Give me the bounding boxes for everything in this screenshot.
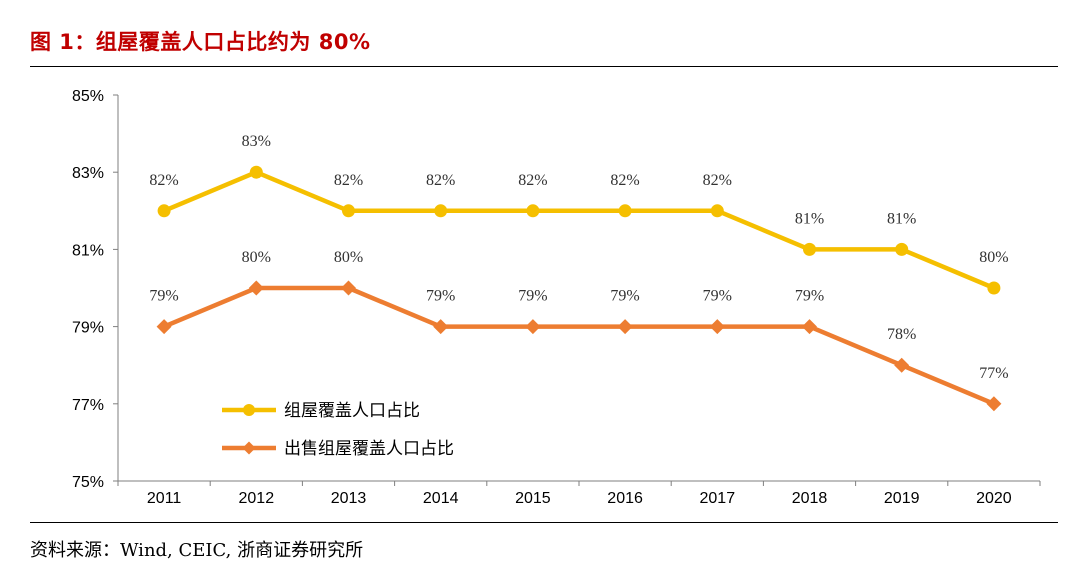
source-note: 资料来源：Wind, CEIC, 浙商证券研究所 <box>30 540 364 561</box>
series-2-point <box>986 396 1002 412</box>
series-1-data-label: 82% <box>149 172 178 189</box>
legend-label-2: 出售组屋覆盖人口占比 <box>284 439 454 459</box>
series-1-data-label: 83% <box>242 133 271 150</box>
series-2-point <box>341 280 356 296</box>
series-2-point <box>802 319 817 335</box>
legend-marker-2 <box>242 441 256 455</box>
y-tick-label: 85% <box>72 88 104 105</box>
series-1-data-label: 82% <box>426 172 455 189</box>
x-tick-label: 2013 <box>331 490 367 507</box>
x-tick-label: 2018 <box>792 490 828 507</box>
x-tick-label: 2016 <box>607 490 643 507</box>
legend-marker-1 <box>243 404 255 416</box>
series-2-point <box>709 319 725 335</box>
x-tick-label: 2012 <box>239 490 275 507</box>
y-tick-label: 75% <box>72 474 104 491</box>
series-1-point <box>618 204 632 218</box>
series-line-1 <box>161 169 997 291</box>
series-2-data-label: 77% <box>979 365 1008 382</box>
x-tick-label: 2011 <box>147 490 182 507</box>
series-2-data-label: 79% <box>703 288 732 305</box>
series-1-point <box>895 242 909 256</box>
series-2-data-label: 79% <box>426 288 455 305</box>
series-2-point <box>617 319 633 335</box>
bottom-rule <box>30 522 1058 523</box>
series-1-data-label: 81% <box>887 210 916 227</box>
x-tick-label: 2019 <box>884 490 920 507</box>
top-rule <box>30 66 1058 67</box>
series-2-data-label: 78% <box>887 326 916 343</box>
x-tick-label: 2014 <box>423 490 459 507</box>
series-line-2 <box>161 285 997 407</box>
y-tick-label: 77% <box>72 397 104 414</box>
series-2-point <box>525 319 541 335</box>
x-tick-label: 2020 <box>976 490 1012 507</box>
series-1-point <box>526 204 540 218</box>
y-tick-label: 81% <box>72 242 104 259</box>
series-2-data-label: 79% <box>610 288 639 305</box>
x-tick-label: 2015 <box>515 490 551 507</box>
x-tick-label: 2017 <box>700 490 736 507</box>
y-tick-label: 83% <box>72 165 104 182</box>
legend-label-1: 组屋覆盖人口占比 <box>284 401 420 421</box>
series-1-point <box>157 204 171 218</box>
series-2-point <box>248 280 264 296</box>
series-2-data-label: 79% <box>149 288 178 305</box>
figure-title: 图 1：组屋覆盖人口占比约为 80% <box>30 30 371 54</box>
series-2-data-label: 79% <box>795 288 824 305</box>
series-1-data-label: 82% <box>610 172 639 189</box>
series-2-data-label: 80% <box>242 249 271 266</box>
series-2-data-label: 80% <box>334 249 363 266</box>
series-1-data-label: 80% <box>979 249 1008 266</box>
series-1-point <box>987 281 1001 295</box>
series-1-data-label: 82% <box>334 172 363 189</box>
series-1-point <box>803 242 816 256</box>
series-1-point <box>434 204 448 218</box>
series-1-point <box>249 165 263 179</box>
y-tick-label: 79% <box>72 320 104 337</box>
series-2-point <box>433 319 449 335</box>
series-1-point <box>710 204 724 218</box>
series-1-data-label: 82% <box>703 172 732 189</box>
series-1-point <box>342 204 355 218</box>
series-2-data-label: 79% <box>518 288 547 305</box>
series-2-point <box>156 319 172 335</box>
line-chart: 75% 77% 79% 81% 83% 85% 2011 2012 2013 2014 2015 20… <box>72 88 1041 507</box>
series-1-data-label: 81% <box>795 210 824 227</box>
series-2-point <box>894 357 910 373</box>
series-1-data-label: 82% <box>518 172 547 189</box>
